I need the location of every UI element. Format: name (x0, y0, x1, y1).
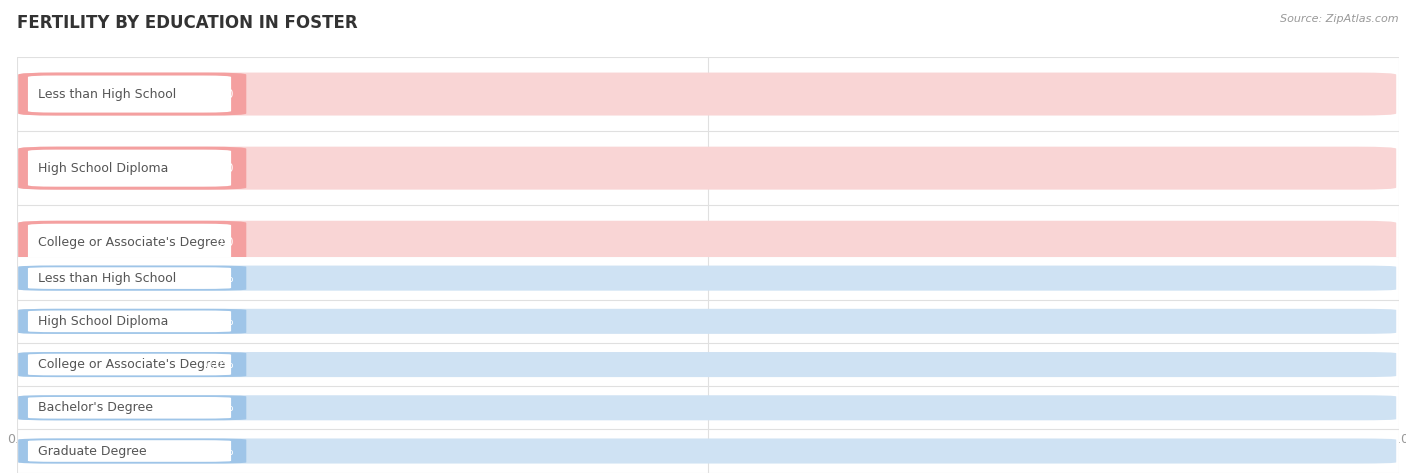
FancyBboxPatch shape (18, 266, 246, 291)
Text: High School Diploma: High School Diploma (38, 162, 167, 175)
FancyBboxPatch shape (28, 354, 231, 375)
Text: Less than High School: Less than High School (38, 87, 176, 101)
FancyBboxPatch shape (18, 266, 1396, 291)
FancyBboxPatch shape (28, 311, 231, 332)
FancyBboxPatch shape (18, 73, 1396, 115)
FancyBboxPatch shape (18, 147, 246, 190)
Text: 0.0%: 0.0% (204, 315, 233, 328)
Text: Less than High School: Less than High School (38, 272, 176, 285)
FancyBboxPatch shape (28, 224, 231, 261)
FancyBboxPatch shape (18, 369, 1396, 412)
Text: 0.0: 0.0 (215, 310, 233, 323)
FancyBboxPatch shape (28, 397, 231, 418)
FancyBboxPatch shape (28, 150, 231, 187)
FancyBboxPatch shape (28, 298, 231, 335)
Text: Source: ZipAtlas.com: Source: ZipAtlas.com (1281, 14, 1399, 24)
FancyBboxPatch shape (18, 295, 246, 338)
FancyBboxPatch shape (18, 438, 1396, 464)
FancyBboxPatch shape (18, 438, 246, 464)
Text: Graduate Degree: Graduate Degree (38, 384, 146, 397)
Text: High School Diploma: High School Diploma (38, 315, 167, 328)
Text: 0.0: 0.0 (215, 384, 233, 397)
Text: 0.0%: 0.0% (204, 358, 233, 371)
FancyBboxPatch shape (18, 395, 246, 420)
FancyBboxPatch shape (18, 147, 1396, 190)
FancyBboxPatch shape (18, 309, 246, 334)
FancyBboxPatch shape (18, 221, 246, 264)
Text: 0.0%: 0.0% (204, 272, 233, 285)
Text: FERTILITY BY EDUCATION IN FOSTER: FERTILITY BY EDUCATION IN FOSTER (17, 14, 357, 32)
Text: 0.0%: 0.0% (204, 445, 233, 457)
FancyBboxPatch shape (28, 440, 231, 462)
FancyBboxPatch shape (18, 369, 246, 412)
FancyBboxPatch shape (18, 395, 1396, 420)
FancyBboxPatch shape (28, 372, 231, 409)
Text: Graduate Degree: Graduate Degree (38, 445, 146, 457)
FancyBboxPatch shape (28, 76, 231, 113)
FancyBboxPatch shape (18, 309, 1396, 334)
FancyBboxPatch shape (18, 352, 246, 377)
Text: 0.0: 0.0 (215, 162, 233, 175)
Text: 0.0: 0.0 (215, 236, 233, 249)
Text: Bachelor's Degree: Bachelor's Degree (38, 310, 153, 323)
FancyBboxPatch shape (18, 295, 1396, 338)
Text: 0.0: 0.0 (215, 87, 233, 101)
Text: College or Associate's Degree: College or Associate's Degree (38, 358, 225, 371)
Text: 0.0%: 0.0% (204, 401, 233, 414)
FancyBboxPatch shape (18, 73, 246, 115)
FancyBboxPatch shape (28, 267, 231, 289)
Text: College or Associate's Degree: College or Associate's Degree (38, 236, 225, 249)
Text: Bachelor's Degree: Bachelor's Degree (38, 401, 153, 414)
FancyBboxPatch shape (18, 221, 1396, 264)
FancyBboxPatch shape (18, 352, 1396, 377)
